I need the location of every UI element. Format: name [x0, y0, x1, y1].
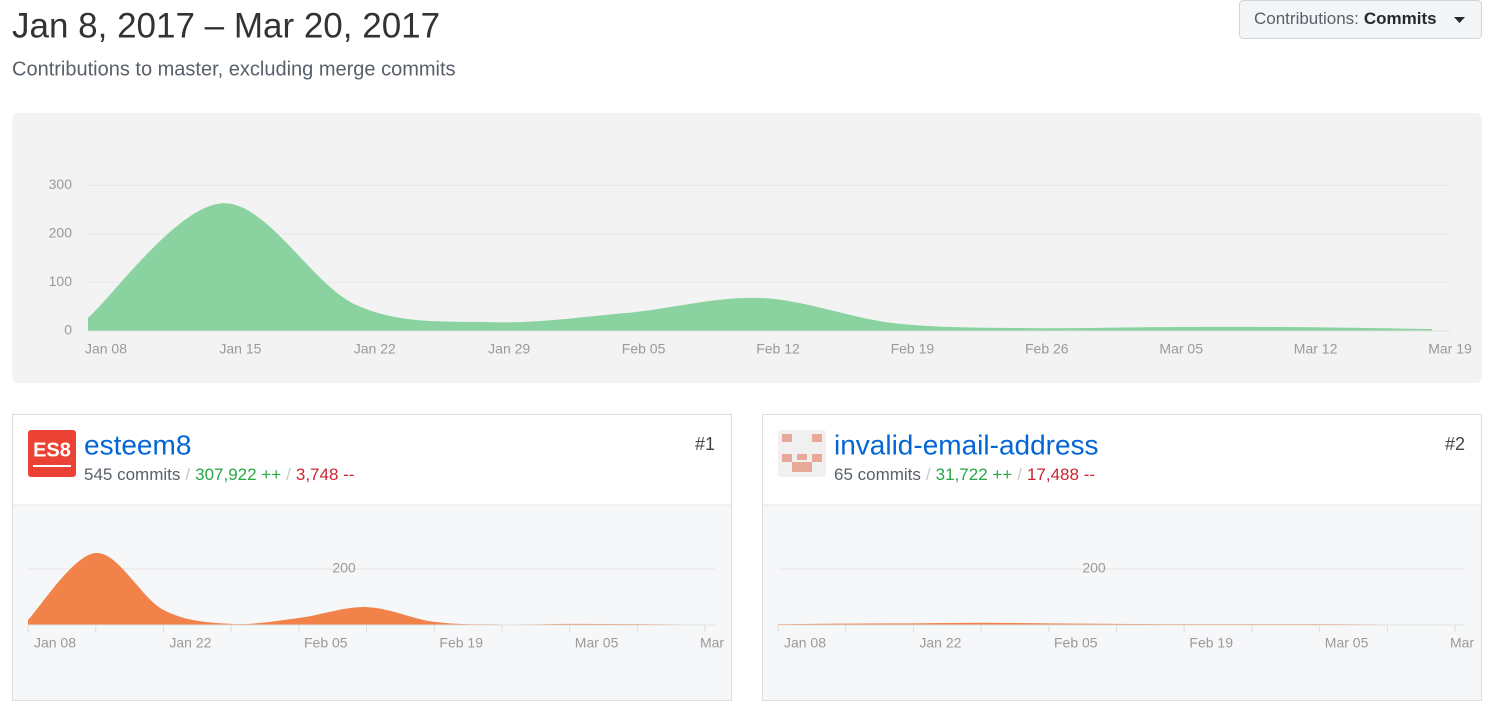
x-tick-label: Jan 22 — [919, 635, 961, 651]
x-tick-label: Jan 08 — [85, 341, 127, 357]
pixel — [812, 434, 822, 442]
avatar-text: ES8 — [33, 439, 71, 461]
x-tick-label: Mar 12 — [1294, 341, 1338, 357]
area — [778, 622, 1455, 625]
x-tick-label: Feb 19 — [1189, 635, 1233, 651]
x-tick-label: Feb 12 — [756, 341, 800, 357]
x-tick-label: Feb 05 — [304, 635, 348, 651]
contributor-stats: 65 commits/31,722 ++/17,488 -- — [834, 465, 1095, 484]
x-tick-label: Feb 19 — [891, 341, 935, 357]
identicon — [778, 430, 826, 477]
button-text[interactable]: Contributions: Commits — [1254, 9, 1437, 28]
deletions: 3,748 -- — [296, 465, 355, 484]
contributions-button[interactable]: Contributions: Commits — [1239, 0, 1482, 39]
y-tick-label: 0 — [64, 322, 72, 338]
separator: / — [185, 465, 190, 484]
pixel — [792, 462, 812, 472]
y-tick-label: 200 — [49, 225, 73, 241]
commits: 545 commits — [84, 465, 180, 484]
pixel — [782, 434, 792, 442]
separator: / — [1017, 465, 1022, 484]
y-tick-label: 100 — [49, 273, 73, 289]
x-tick-label: Feb 19 — [439, 635, 483, 651]
x-tick-label: Mar 05 — [1325, 635, 1369, 651]
x-tick-label: Jan 15 — [219, 341, 261, 357]
contributor-rank: #2 — [1445, 434, 1465, 454]
x-tick-label: Mar 19 — [1428, 341, 1472, 357]
y-tick-label: 300 — [49, 176, 73, 192]
x-tick-label: Jan 22 — [354, 341, 396, 357]
x-tick-label: Jan 08 — [34, 635, 76, 651]
button-value[interactable]: Commits — [1364, 9, 1437, 28]
button-bg[interactable] — [1239, 0, 1482, 39]
additions: 31,722 ++ — [936, 465, 1013, 484]
x-tick-label: Jan 29 — [488, 341, 530, 357]
contributor-name[interactable]: invalid-email-address — [834, 429, 1099, 460]
x-tick-label: Mar — [700, 635, 724, 651]
button-label[interactable]: Contributions: — [1254, 9, 1359, 28]
area — [28, 552, 705, 625]
x-tick-label: Mar — [1450, 635, 1474, 651]
x-tick-label: Mar 05 — [1159, 341, 1203, 357]
contributor-name[interactable]: esteem8 — [84, 429, 191, 460]
separator: / — [286, 465, 291, 484]
page-title: Jan 8, 2017 – Mar 20, 2017 — [12, 6, 440, 45]
commits: 65 commits — [834, 465, 921, 484]
pixel — [797, 454, 807, 460]
y-tick-label: 200 — [1082, 560, 1106, 576]
deletions: 17,488 -- — [1027, 465, 1095, 484]
contributor-stats: 545 commits / 307,922 ++ / 3,748 -- — [84, 465, 354, 484]
x-tick-label: Feb 05 — [622, 341, 666, 357]
pixel — [782, 454, 792, 462]
card-chart-bg — [763, 505, 1481, 700]
separator: / — [926, 465, 931, 484]
x-tick-label: Feb 05 — [1054, 635, 1098, 651]
page-subtitle: Contributions to master, excluding merge… — [12, 58, 456, 80]
x-tick-label: Mar 05 — [575, 635, 619, 651]
contributor-rank: #1 — [695, 434, 715, 454]
x-tick-label: Jan 22 — [169, 635, 211, 651]
y-tick-label: 200 — [332, 560, 356, 576]
area — [88, 203, 1432, 331]
additions: 307,922 ++ — [195, 465, 281, 484]
pixel — [812, 454, 822, 462]
x-tick-label: Jan 08 — [784, 635, 826, 651]
x-tick-label: Feb 26 — [1025, 341, 1069, 357]
caret[interactable] — [1454, 17, 1465, 23]
